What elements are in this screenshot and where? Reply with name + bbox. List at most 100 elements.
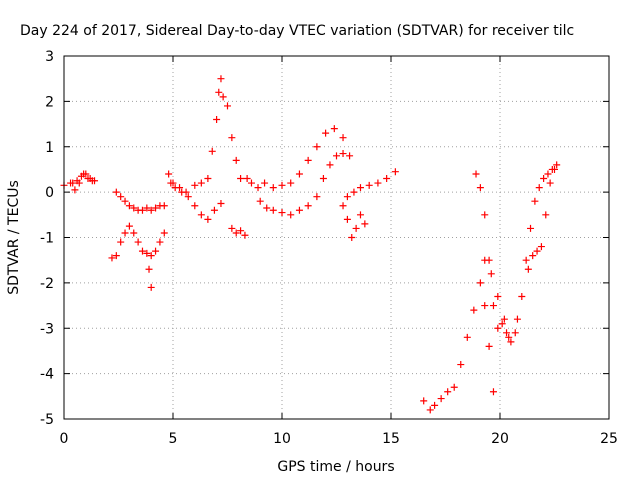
data-point	[243, 175, 251, 183]
data-point	[511, 329, 519, 337]
data-point	[348, 234, 356, 241]
data-point	[147, 283, 155, 291]
data-point	[125, 222, 133, 230]
data-point	[481, 211, 489, 219]
data-point	[470, 306, 478, 314]
data-point	[553, 161, 561, 169]
data-point	[108, 254, 116, 262]
data-point	[540, 175, 548, 183]
data-point	[339, 150, 347, 158]
data-point	[82, 170, 90, 178]
data-point	[544, 170, 552, 178]
data-point	[343, 215, 351, 223]
data-point	[356, 211, 364, 219]
data-point	[527, 224, 535, 232]
data-point	[167, 179, 175, 187]
series-arc-5	[145, 265, 155, 291]
data-point	[420, 397, 428, 405]
axis-ticks: 0 5 10 15 20 25 -5 -4 -3 -2 -1 0 1 2 3	[40, 49, 618, 447]
data-point	[522, 256, 530, 264]
data-point	[489, 388, 497, 396]
data-point	[537, 243, 545, 251]
data-point	[232, 156, 240, 164]
data-point	[217, 199, 225, 207]
data-point	[147, 206, 155, 214]
data-point	[278, 181, 286, 189]
data-point	[86, 175, 94, 183]
series-arc-3	[112, 188, 168, 214]
data-point	[431, 401, 439, 409]
x-tick-label: 25	[600, 431, 618, 447]
series-arc-14	[472, 170, 519, 346]
series-arc-10	[256, 150, 347, 219]
data-point	[232, 229, 240, 237]
data-point	[313, 143, 321, 151]
y-tick-label: -1	[40, 231, 54, 247]
data-point	[208, 147, 216, 155]
data-point	[152, 204, 160, 212]
data-point	[219, 93, 227, 101]
y-tick-label: -4	[40, 367, 54, 383]
data-point	[71, 186, 79, 194]
data-point	[513, 315, 521, 323]
data-point	[117, 238, 125, 246]
data-point	[191, 181, 199, 189]
data-point	[498, 320, 506, 328]
data-point	[160, 202, 168, 210]
data-point	[476, 184, 484, 192]
data-point	[204, 215, 212, 223]
data-point	[535, 184, 543, 192]
data-point	[112, 252, 120, 260]
data-point	[254, 184, 262, 192]
data-point	[165, 170, 173, 178]
data-point	[269, 184, 277, 192]
data-point	[160, 229, 168, 237]
data-point	[326, 161, 334, 169]
data-point	[339, 202, 347, 210]
data-point	[278, 209, 286, 217]
data-point	[313, 193, 321, 201]
data-point	[261, 179, 269, 187]
data-point	[184, 193, 192, 201]
data-point	[339, 134, 347, 142]
data-point	[228, 134, 236, 142]
data-point	[531, 197, 539, 205]
data-point	[138, 247, 146, 255]
x-tick-label: 15	[382, 431, 400, 447]
data-point	[145, 265, 153, 273]
x-tick-label: 20	[491, 431, 509, 447]
data-point	[269, 206, 277, 214]
data-point	[343, 193, 351, 201]
data-point	[444, 388, 452, 396]
series-arc-8	[228, 224, 249, 239]
grid-lines	[64, 56, 609, 419]
data-point	[489, 302, 497, 310]
chart-title: Day 224 of 2017, Sidereal Day-to-day VTE…	[20, 23, 574, 39]
data-point	[213, 116, 221, 124]
data-point	[215, 88, 223, 96]
data-point	[237, 227, 245, 235]
data-point	[333, 152, 340, 160]
data-point	[69, 179, 77, 187]
data-point	[143, 204, 151, 212]
data-point	[247, 179, 255, 187]
data-point	[156, 238, 164, 246]
data-point	[241, 231, 249, 239]
data-point	[374, 179, 382, 187]
data-point	[197, 179, 205, 187]
data-point	[304, 156, 312, 164]
data-point	[224, 102, 231, 110]
y-tick-label: 1	[45, 140, 54, 156]
series-arc-16	[513, 161, 561, 323]
data-point	[217, 75, 225, 83]
data-point	[287, 179, 295, 187]
data-point	[178, 188, 186, 196]
data-point	[450, 383, 458, 391]
data-point	[542, 211, 550, 219]
data-point	[494, 292, 502, 300]
data-point	[352, 224, 360, 232]
data-point	[147, 252, 155, 260]
data-point	[77, 172, 85, 180]
data-point	[319, 175, 327, 183]
series-arc-17	[524, 165, 558, 273]
